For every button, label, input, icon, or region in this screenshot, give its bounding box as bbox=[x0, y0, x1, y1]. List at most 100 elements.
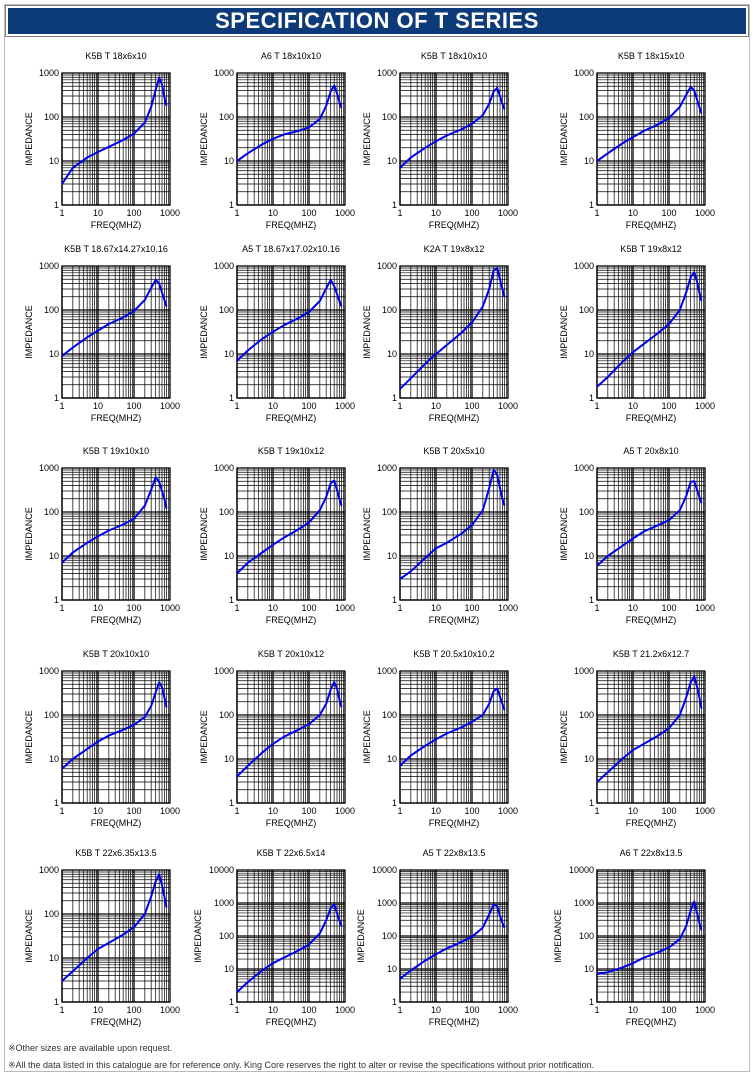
x-tick-label: 1 bbox=[594, 401, 599, 411]
y-tick-label: 100 bbox=[44, 909, 59, 919]
x-tick-label: 10 bbox=[268, 1005, 278, 1015]
plot-area bbox=[237, 671, 345, 803]
y-tick-label: 100 bbox=[219, 305, 234, 315]
y-tick-label: 10 bbox=[224, 754, 234, 764]
y-tick-label: 100 bbox=[382, 931, 397, 941]
x-tick-label: 1 bbox=[59, 1005, 64, 1015]
y-tick-label: 1 bbox=[229, 393, 234, 403]
x-tick-label: 100 bbox=[126, 208, 141, 218]
x-tick-label: 1 bbox=[59, 208, 64, 218]
y-axis-label: IMPEDANCE bbox=[199, 112, 209, 166]
x-tick-label: 10 bbox=[431, 401, 441, 411]
x-axis-label: FREQ(MHZ) bbox=[266, 1017, 317, 1027]
y-tick-label: 10000 bbox=[209, 865, 234, 875]
y-tick-label: 1 bbox=[392, 595, 397, 605]
x-axis-label: FREQ(MHZ) bbox=[266, 220, 317, 230]
y-tick-label: 10 bbox=[224, 156, 234, 166]
chart-panel: K5B T 21.2x6x12.7 1 10 100 1000 1 10 100 1000 FRE… bbox=[559, 649, 715, 828]
x-tick-label: 10 bbox=[93, 401, 103, 411]
y-tick-label: 10000 bbox=[569, 865, 594, 875]
chart-panel: K5B T 18x15x10 1 10 100 1000 1 10 100 1000 FREQ(M… bbox=[559, 51, 715, 230]
chart-title: K5B T 19x10x10 bbox=[83, 446, 149, 456]
chart-panel: K5B T 18x10x10 1 10 100 1000 1 10 100 1000 FREQ(M… bbox=[362, 51, 518, 230]
y-tick-label: 1000 bbox=[377, 666, 397, 676]
impedance-curve bbox=[596, 675, 703, 783]
plot-area bbox=[400, 468, 508, 600]
y-axis-label: IMPEDANCE bbox=[24, 305, 34, 359]
y-tick-label: 10 bbox=[49, 551, 59, 561]
plot-frame bbox=[399, 72, 509, 206]
x-tick-label: 1000 bbox=[695, 401, 715, 411]
chart-title: K5B T 20x10x10 bbox=[83, 649, 149, 659]
chart-title: K5B T 21.2x6x12.7 bbox=[613, 649, 689, 659]
y-tick-label: 1 bbox=[589, 997, 594, 1007]
impedance-curve bbox=[399, 687, 506, 767]
chart-panel: K5B T 19x8x12 1 10 100 1000 1 10 100 1000 FREQ(MH… bbox=[559, 244, 715, 423]
x-tick-label: 1 bbox=[397, 401, 402, 411]
plot-area bbox=[62, 73, 170, 205]
x-tick-label: 100 bbox=[126, 603, 141, 613]
y-tick-label: 1 bbox=[589, 393, 594, 403]
x-axis-label: FREQ(MHZ) bbox=[429, 818, 480, 828]
y-axis-label: IMPEDANCE bbox=[362, 710, 372, 764]
chart-title: K5B T 18x6x10 bbox=[85, 51, 146, 61]
x-axis-label: FREQ(MHZ) bbox=[429, 615, 480, 625]
chart-title: K5B T 18.67x14.27x10.16 bbox=[64, 244, 168, 254]
chart-title: K5B T 20x5x10 bbox=[423, 446, 484, 456]
x-axis-label: FREQ(MHZ) bbox=[266, 615, 317, 625]
x-tick-label: 1000 bbox=[695, 1005, 715, 1015]
chart-panel: K5B T 18.67x14.27x10.16 1 10 100 1000 1 10 100 1… bbox=[24, 244, 180, 423]
x-tick-label: 100 bbox=[661, 1005, 676, 1015]
chart-title: K5B T 19x10x12 bbox=[258, 446, 324, 456]
y-tick-label: 1 bbox=[589, 595, 594, 605]
x-tick-label: 10 bbox=[628, 208, 638, 218]
y-tick-label: 1000 bbox=[574, 898, 594, 908]
y-tick-label: 1 bbox=[54, 798, 59, 808]
y-tick-label: 10 bbox=[584, 754, 594, 764]
x-tick-label: 1 bbox=[234, 401, 239, 411]
y-tick-label: 1000 bbox=[214, 463, 234, 473]
x-tick-label: 1000 bbox=[498, 401, 518, 411]
x-tick-label: 100 bbox=[464, 401, 479, 411]
y-tick-label: 1000 bbox=[39, 666, 59, 676]
y-tick-label: 100 bbox=[382, 305, 397, 315]
y-tick-label: 10 bbox=[584, 964, 594, 974]
y-tick-label: 100 bbox=[382, 507, 397, 517]
chart-panel: K5B T 22x6.35x13.5 1 10 100 1000 1 10 100 1000 FR… bbox=[24, 848, 180, 1027]
y-axis-label: IMPEDANCE bbox=[199, 710, 209, 764]
plot-frame bbox=[61, 265, 171, 399]
x-tick-label: 1 bbox=[234, 1005, 239, 1015]
impedance-curve bbox=[596, 900, 703, 976]
chart-title: K5B T 20.5x10x10.2 bbox=[413, 649, 494, 659]
y-tick-label: 1000 bbox=[377, 463, 397, 473]
y-tick-label: 10 bbox=[224, 349, 234, 359]
chart-panel: K5B T 20.5x10x10.2 1 10 100 1000 1 10 100 1000 FR… bbox=[362, 649, 518, 828]
y-tick-label: 1000 bbox=[574, 666, 594, 676]
chart-title: K2A T 19x8x12 bbox=[424, 244, 485, 254]
chart-panel: K5B T 19x10x12 1 10 100 1000 1 10 100 1000 FREQ(M… bbox=[199, 446, 355, 625]
x-tick-label: 100 bbox=[126, 1005, 141, 1015]
x-tick-label: 10 bbox=[431, 603, 441, 613]
y-tick-label: 10 bbox=[584, 156, 594, 166]
y-tick-label: 10 bbox=[387, 156, 397, 166]
y-tick-label: 10 bbox=[387, 754, 397, 764]
x-tick-label: 1 bbox=[234, 806, 239, 816]
plot-frame bbox=[399, 467, 509, 601]
x-tick-label: 1 bbox=[594, 603, 599, 613]
plot-frame bbox=[236, 72, 346, 206]
x-axis-label: FREQ(MHZ) bbox=[91, 413, 142, 423]
x-tick-label: 1000 bbox=[335, 806, 355, 816]
y-tick-label: 1000 bbox=[39, 865, 59, 875]
x-axis-label: FREQ(MHZ) bbox=[626, 220, 677, 230]
x-axis-label: FREQ(MHZ) bbox=[91, 220, 142, 230]
plot-frame bbox=[61, 670, 171, 804]
x-tick-label: 1 bbox=[594, 208, 599, 218]
x-tick-label: 100 bbox=[464, 603, 479, 613]
chart-title: K5B T 19x8x12 bbox=[620, 244, 681, 254]
x-tick-label: 100 bbox=[126, 401, 141, 411]
x-tick-label: 10 bbox=[268, 603, 278, 613]
impedance-curve bbox=[236, 84, 343, 162]
x-tick-label: 1 bbox=[397, 1005, 402, 1015]
x-axis-label: FREQ(MHZ) bbox=[91, 818, 142, 828]
y-tick-label: 1 bbox=[589, 200, 594, 210]
